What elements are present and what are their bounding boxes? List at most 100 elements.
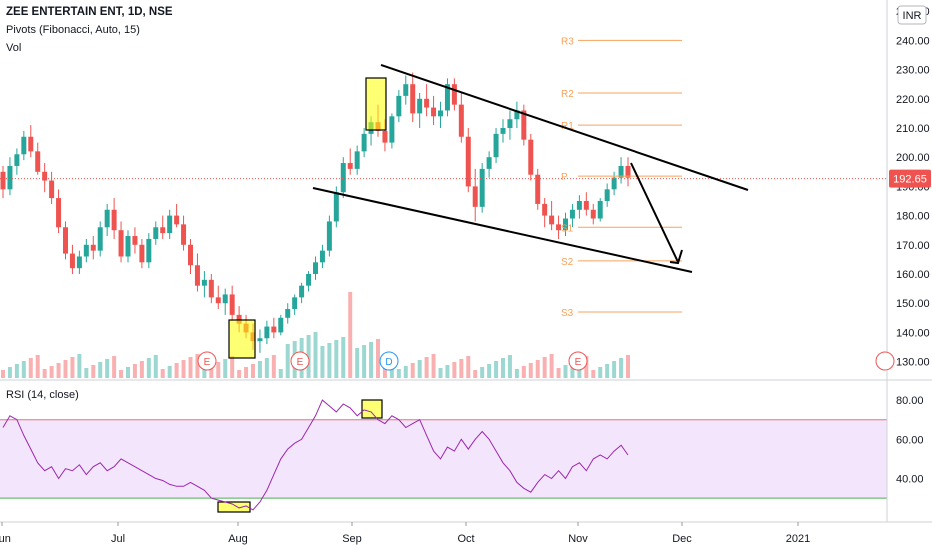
event-marker <box>197 351 217 371</box>
volume-bar <box>584 356 589 378</box>
event-marker-label: D <box>385 357 392 368</box>
price-tick-label: 150.00 <box>896 298 930 310</box>
volume-bar <box>570 362 575 378</box>
volume-bar <box>244 367 249 378</box>
candle-body <box>7 165 13 190</box>
candle-body <box>347 163 353 169</box>
candle-body <box>625 165 631 178</box>
volume-bar <box>126 367 130 378</box>
candle-body <box>69 253 75 269</box>
volume-bar <box>445 365 450 378</box>
volume-bar <box>56 363 61 378</box>
volume-bar <box>160 369 165 378</box>
candle-body <box>174 215 180 225</box>
pivot-label: R1 <box>561 121 574 132</box>
candle-body <box>535 174 541 204</box>
time-tick-label: Nov <box>568 533 588 545</box>
volume-bar <box>334 340 339 378</box>
volume-bar <box>619 358 624 378</box>
volume-bar <box>105 359 110 378</box>
candle-body <box>194 265 200 286</box>
candle-body <box>465 136 471 187</box>
volume-label: Vol <box>6 42 22 54</box>
rsi-tick-label: 60.00 <box>896 434 924 446</box>
event-marker-label: E <box>297 357 304 368</box>
time-tick-label: Sep <box>342 533 362 545</box>
pivot-label: R2 <box>561 89 574 100</box>
highlight-box <box>217 501 251 513</box>
candle-body <box>563 218 568 231</box>
candle-body <box>528 139 534 175</box>
volume-bar <box>271 355 276 378</box>
candle-body <box>125 236 131 257</box>
candle-body <box>14 154 20 166</box>
currency-text: INR <box>903 10 922 22</box>
candle-body <box>181 224 187 245</box>
volume-bar <box>348 292 353 378</box>
candle-body <box>49 180 55 199</box>
volume-bar <box>264 358 269 378</box>
volume-bar <box>223 359 228 378</box>
time-tick-label: Jun <box>0 533 11 545</box>
price-tick-label: 210.00 <box>896 123 930 135</box>
candle-body <box>542 203 548 216</box>
candle-body <box>410 84 416 114</box>
volume-bar <box>237 370 242 378</box>
candle-body <box>583 201 589 210</box>
volume-bar <box>209 365 214 378</box>
candle-body <box>76 256 82 269</box>
volume-bar <box>139 361 144 378</box>
rsi-line <box>2 399 629 511</box>
volume-bar <box>514 369 519 378</box>
candle-body <box>590 209 596 219</box>
volume-bar <box>369 342 374 378</box>
volume-bar <box>251 364 255 378</box>
volume-bar <box>431 354 436 378</box>
rsi-label: RSI (14, close) <box>6 389 79 401</box>
candle-body <box>444 84 450 111</box>
volume-bar <box>598 367 603 378</box>
candle-body <box>486 157 492 169</box>
candle-body <box>507 119 513 128</box>
candle-body <box>569 209 575 219</box>
upper-trendline <box>380 64 749 191</box>
volume-bar <box>466 356 471 378</box>
candle-body <box>271 326 277 333</box>
volume-bar <box>14 364 19 378</box>
volume-bar <box>556 368 561 378</box>
projection-arrowhead <box>669 249 683 265</box>
candle-body <box>201 279 207 286</box>
volume-bar <box>410 363 415 378</box>
event-marker-label: E <box>575 357 582 368</box>
volume-bar <box>21 361 26 378</box>
candle-body <box>597 201 603 219</box>
time-tick-label: 2021 <box>786 533 810 545</box>
volume-bar <box>417 360 422 378</box>
candle-body <box>493 133 499 158</box>
volume-bar <box>84 368 89 378</box>
volume-bar <box>278 369 283 378</box>
volume-bar <box>153 355 158 378</box>
volume-bar <box>528 363 533 378</box>
volume-bar <box>535 360 540 378</box>
candle-body <box>361 133 367 152</box>
candle-body <box>111 209 117 231</box>
candle-body <box>354 151 360 169</box>
price-tick-label: 240.00 <box>896 35 930 47</box>
candle-body <box>257 338 263 342</box>
volume-bar <box>98 362 103 378</box>
candle-body <box>21 136 27 155</box>
candle-body <box>333 192 339 222</box>
volume-bar <box>327 343 332 378</box>
rsi-tick-label: 40.00 <box>896 474 924 486</box>
candle-body <box>319 250 325 263</box>
volume-bar <box>35 355 40 378</box>
event-marker <box>379 351 399 371</box>
price-tick-label: 230.00 <box>896 65 930 77</box>
volume-bar <box>146 358 151 378</box>
candle-body <box>403 84 409 96</box>
pivot-label: S3 <box>561 308 574 319</box>
candle-body <box>97 227 103 251</box>
volume-bar <box>70 357 75 378</box>
